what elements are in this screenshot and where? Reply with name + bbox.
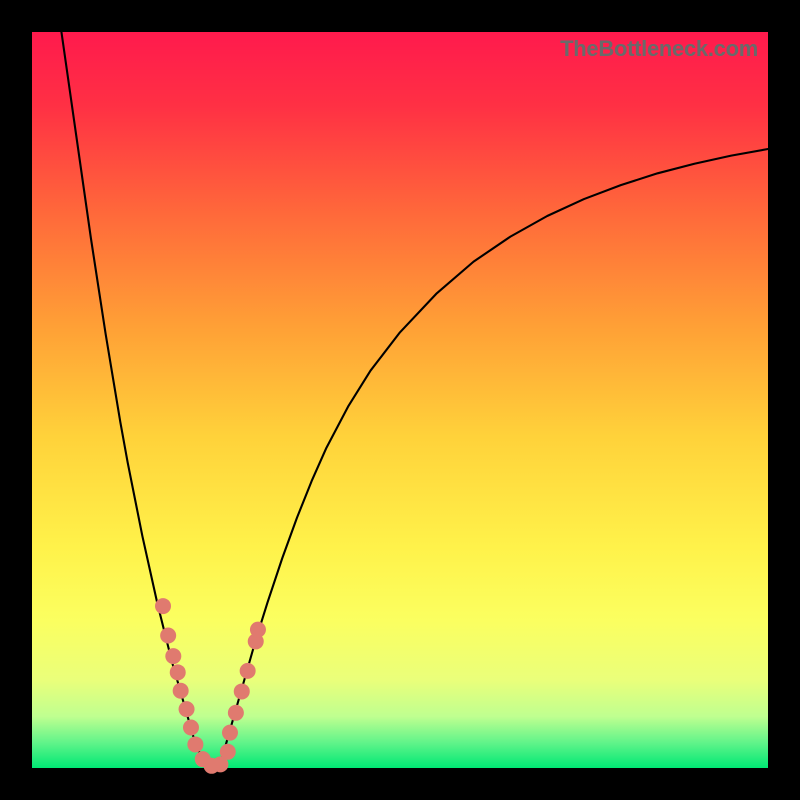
plot-area: TheBottleneck.com [32, 32, 768, 768]
data-marker [220, 744, 236, 760]
data-marker [234, 683, 250, 699]
data-marker [228, 705, 244, 721]
curve-path [61, 32, 205, 767]
chart-frame: TheBottleneck.com [0, 0, 800, 800]
data-marker [240, 663, 256, 679]
curve-layer [32, 32, 768, 768]
data-marker [183, 720, 199, 736]
data-marker [173, 683, 189, 699]
data-marker [250, 622, 266, 638]
data-marker [155, 598, 171, 614]
data-marker [179, 701, 195, 717]
data-marker [222, 725, 238, 741]
watermark-text: TheBottleneck.com [560, 36, 758, 62]
data-marker [160, 628, 176, 644]
data-marker [165, 648, 181, 664]
data-marker [170, 664, 186, 680]
data-marker [187, 736, 203, 752]
curve-path [219, 149, 768, 767]
